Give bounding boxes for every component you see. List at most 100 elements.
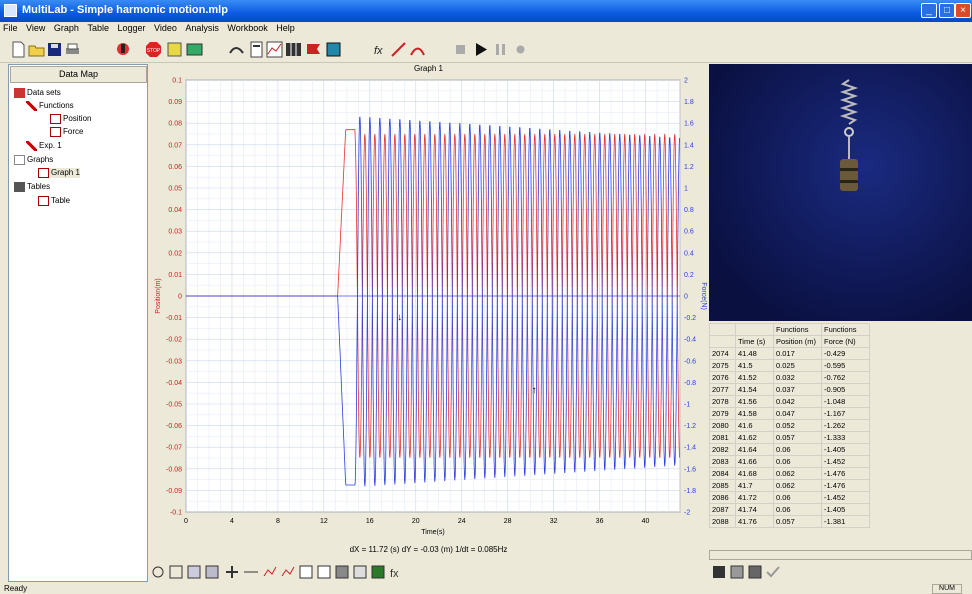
- video-icon[interactable]: [186, 41, 203, 58]
- logger-setup-icon[interactable]: [115, 41, 132, 58]
- table-cell[interactable]: -1.167: [821, 407, 870, 420]
- graph-chart[interactable]: 0.1 0.09 0.08 0.07 0.06 0.05 0.04 0.03 0.02 0.01 0…: [150, 76, 707, 542]
- print-icon[interactable]: [64, 41, 81, 58]
- table-row[interactable]: 2085 41.7 0.062 -1.476: [709, 479, 870, 492]
- annotate-icon[interactable]: fx: [390, 568, 399, 580]
- table-cell[interactable]: 0.037: [773, 383, 822, 396]
- table-cell[interactable]: 0.06: [773, 455, 822, 468]
- table-row[interactable]: 2086 41.72 0.06 -1.452: [709, 491, 870, 504]
- table-cell[interactable]: -1.452: [821, 455, 870, 468]
- tree-tables[interactable]: Tables: [14, 182, 50, 192]
- menu-table[interactable]: Table: [87, 23, 109, 33]
- table-row[interactable]: 2075 41.5 0.025 -0.595: [709, 359, 870, 372]
- table-cell[interactable]: 0.017: [773, 347, 822, 360]
- menu-analysis[interactable]: Analysis: [185, 23, 219, 33]
- stop-record-icon[interactable]: [452, 41, 469, 58]
- menu-view[interactable]: View: [26, 23, 46, 33]
- table-row[interactable]: 2088 41.76 0.057 -1.381: [709, 515, 870, 528]
- table-row[interactable]: 2077 41.54 0.037 -0.905: [709, 383, 870, 396]
- calibrate-icon[interactable]: [228, 41, 245, 58]
- table-check-icon[interactable]: [766, 566, 780, 578]
- table-properties-icon[interactable]: [730, 565, 744, 579]
- cursor-marker-2[interactable]: ↑: [532, 385, 537, 396]
- workbook-flag-icon[interactable]: [305, 41, 322, 58]
- table-cell[interactable]: 41.76: [735, 515, 774, 528]
- table-cell[interactable]: -1.452: [821, 491, 870, 504]
- table-cell[interactable]: 41.7: [735, 479, 774, 492]
- tree-graph1[interactable]: Graph 1: [38, 168, 80, 178]
- table-cell[interactable]: 0.06: [773, 503, 822, 516]
- table-cell[interactable]: 0.052: [773, 419, 822, 432]
- table-row[interactable]: 2079 41.58 0.047 -1.167: [709, 407, 870, 420]
- table-row[interactable]: 2076 41.52 0.032 -0.762: [709, 371, 870, 384]
- table-cell[interactable]: 0.057: [773, 515, 822, 528]
- table-cell[interactable]: 41.72: [735, 491, 774, 504]
- table-row[interactable]: 2081 41.62 0.057 -1.333: [709, 431, 870, 444]
- pause-icon[interactable]: [492, 41, 509, 58]
- menu-file[interactable]: File: [3, 23, 18, 33]
- table-cell[interactable]: 41.56: [735, 395, 774, 408]
- table-cell[interactable]: 0.042: [773, 395, 822, 408]
- menu-video[interactable]: Video: [154, 23, 177, 33]
- cursor-marker-1[interactable]: ↓: [397, 312, 402, 323]
- table-cell[interactable]: 0.032: [773, 371, 822, 384]
- tree-table[interactable]: Table: [38, 196, 70, 206]
- curve-fit-icon[interactable]: [409, 41, 426, 58]
- table-cell[interactable]: -1.333: [821, 431, 870, 444]
- table-cell[interactable]: 41.66: [735, 455, 774, 468]
- table-horizontal-scrollbar[interactable]: [709, 550, 972, 560]
- workbook-icon[interactable]: [166, 41, 183, 58]
- play-icon[interactable]: [472, 41, 489, 58]
- meter-icon[interactable]: [248, 41, 265, 58]
- table-row[interactable]: 2087 41.74 0.06 -1.405: [709, 503, 870, 516]
- table-row[interactable]: 2074 41.48 0.017 -0.429: [709, 347, 870, 360]
- table-cell[interactable]: 41.5: [735, 359, 774, 372]
- table-header-force[interactable]: Force (N): [821, 335, 870, 348]
- function-icon[interactable]: fx: [372, 41, 389, 58]
- cursor-icon[interactable]: [187, 565, 201, 579]
- table-cell[interactable]: 41.62: [735, 431, 774, 444]
- label-icon[interactable]: [353, 565, 367, 579]
- table-cell[interactable]: -1.405: [821, 443, 870, 456]
- integral-icon[interactable]: [281, 566, 295, 577]
- table-cell[interactable]: 0.057: [773, 431, 822, 444]
- tree-functions[interactable]: Functions: [26, 101, 74, 111]
- table-cell[interactable]: -1.405: [821, 503, 870, 516]
- table-cell[interactable]: 41.64: [735, 443, 774, 456]
- tree-exp1[interactable]: Exp. 1: [26, 141, 62, 151]
- statistics-icon[interactable]: [299, 565, 313, 579]
- tree-force[interactable]: Force: [50, 127, 83, 137]
- table-cell[interactable]: -1.262: [821, 419, 870, 432]
- table-cell[interactable]: 0.06: [773, 443, 822, 456]
- menu-workbook[interactable]: Workbook: [227, 23, 268, 33]
- table-cell[interactable]: -0.905: [821, 383, 870, 396]
- table-cell[interactable]: 41.52: [735, 371, 774, 384]
- table-header-time[interactable]: Time (s): [735, 335, 774, 348]
- video-pane[interactable]: [709, 64, 972, 321]
- zoom-icon[interactable]: [152, 566, 164, 578]
- table-cell[interactable]: -0.762: [821, 371, 870, 384]
- table-columns-icon[interactable]: [748, 565, 762, 579]
- table-cell[interactable]: 41.68: [735, 467, 774, 480]
- pan-icon[interactable]: [169, 565, 183, 579]
- table-cell[interactable]: 0.062: [773, 479, 822, 492]
- excel-icon[interactable]: [371, 565, 385, 579]
- table-header-position[interactable]: Position (m): [773, 335, 822, 348]
- menu-graph[interactable]: Graph: [53, 23, 79, 33]
- table-view-icon[interactable]: [285, 41, 302, 58]
- table-cell[interactable]: 41.58: [735, 407, 774, 420]
- table-cell[interactable]: 41.74: [735, 503, 774, 516]
- table-cell[interactable]: -1.476: [821, 479, 870, 492]
- table-row[interactable]: 2082 41.64 0.06 -1.405: [709, 443, 870, 456]
- save-icon[interactable]: [46, 41, 63, 58]
- table-cell[interactable]: 0.06: [773, 491, 822, 504]
- table-cell[interactable]: -0.595: [821, 359, 870, 372]
- minimize-button[interactable]: _: [921, 3, 937, 18]
- close-button[interactable]: ×: [955, 3, 971, 18]
- table-cell[interactable]: -0.429: [821, 347, 870, 360]
- table-row[interactable]: 2083 41.66 0.06 -1.452: [709, 455, 870, 468]
- table-row[interactable]: 2078 41.56 0.042 -1.048: [709, 395, 870, 408]
- table-cell[interactable]: 41.6: [735, 419, 774, 432]
- open-folder-icon[interactable]: [28, 41, 45, 58]
- table-cell[interactable]: 0.047: [773, 407, 822, 420]
